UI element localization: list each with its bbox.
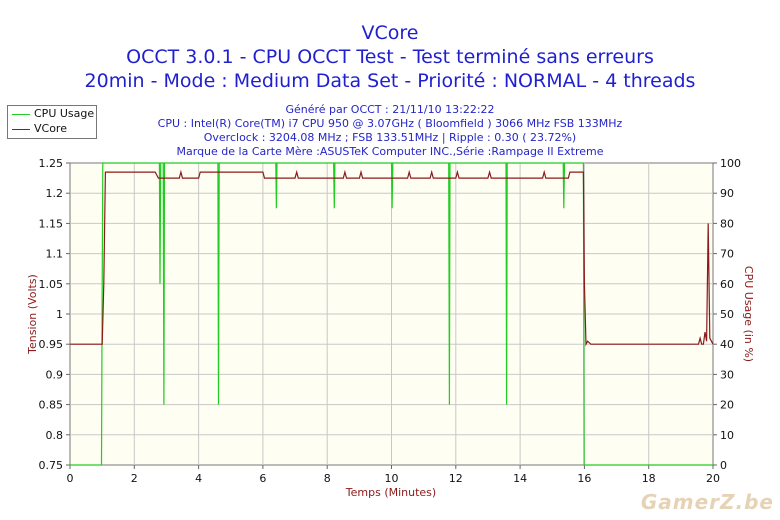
y-left-tick-label: 1 [56, 308, 63, 321]
y-axis-right-label: CPU Usage (in %) [742, 266, 755, 362]
info-overclock: Overclock : 3204.08 MHz ; FSB 133.51MHz … [203, 131, 577, 144]
y-left-tick-label: 0.8 [46, 429, 64, 442]
y-left-tick-label: 1.05 [39, 278, 64, 291]
chart-subtitle-2: 20min - Mode : Medium Data Set - Priorit… [84, 70, 696, 92]
y-axis-left-label: Tension (Volts) [26, 274, 39, 355]
series-line-vcore [70, 169, 714, 347]
x-tick-label: 10 [385, 472, 399, 485]
info-cpu: CPU : Intel(R) Core(TM) i7 CPU 950 @ 3.0… [157, 117, 623, 130]
y-right-tick-label: 70 [720, 248, 734, 261]
x-tick-label: 4 [195, 472, 202, 485]
legend-swatch-vcore [12, 129, 30, 130]
y-right-tick-label: 40 [720, 338, 734, 351]
legend-label-vcore: VCore [34, 122, 67, 135]
y-left-tick-label: 0.95 [39, 338, 64, 351]
y-left-tick-label: 0.85 [39, 399, 64, 412]
info-generated: Généré par OCCT : 21/11/10 13:22:22 [285, 103, 495, 116]
x-tick-label: 6 [259, 472, 266, 485]
y-right-tick-label: 10 [720, 429, 734, 442]
y-right-tick-label: 60 [720, 278, 734, 291]
x-tick-label: 16 [577, 472, 591, 485]
x-tick-label: 12 [449, 472, 463, 485]
y-axis-left: 0.75 0.8 0.85 0.9 0.95 1 1.05 1.1 1.15 1.2 1.25 [39, 157, 70, 472]
legend-label-cpu-usage: CPU Usage [34, 107, 95, 120]
y-right-tick-label: 0 [720, 459, 727, 472]
x-tick-label: 2 [131, 472, 138, 485]
chart-title: VCore [361, 22, 419, 44]
x-tick-label: 8 [324, 472, 331, 485]
x-axis-label: Temps (Minutes) [345, 486, 436, 499]
y-axis-right: 0 10 20 30 40 50 60 70 80 90 100 [713, 157, 741, 472]
info-motherboard: Marque de la Carte Mère :ASUSTeK Compute… [176, 145, 604, 158]
y-left-tick-label: 0.9 [46, 368, 64, 381]
x-tick-label: 14 [513, 472, 527, 485]
legend: CPU Usage VCore [7, 105, 97, 139]
y-right-tick-label: 90 [720, 187, 734, 200]
series-group [70, 162, 714, 466]
y-left-tick-label: 0.75 [39, 459, 64, 472]
x-tick-label: 18 [642, 472, 656, 485]
y-right-tick-label: 30 [720, 368, 734, 381]
chart-subtitle-1: OCCT 3.0.1 - CPU OCCT Test - Test termin… [126, 46, 654, 68]
x-axis: 0 2 4 6 8 10 12 14 16 18 20 [67, 465, 720, 485]
y-right-tick-label: 20 [720, 399, 734, 412]
y-left-tick-label: 1.1 [46, 248, 64, 261]
legend-swatch-cpu-usage [12, 114, 30, 115]
y-right-tick-label: 100 [720, 157, 741, 170]
x-tick-label: 0 [67, 472, 74, 485]
watermark-logo: GamerZ.be [640, 490, 774, 514]
x-tick-label: 20 [706, 472, 720, 485]
y-right-tick-label: 80 [720, 217, 734, 230]
y-left-tick-label: 1.15 [39, 217, 64, 230]
y-right-tick-label: 50 [720, 308, 734, 321]
series-line-cpu-usage [70, 162, 713, 466]
y-left-tick-label: 1.25 [39, 157, 64, 170]
y-left-tick-label: 1.2 [46, 187, 64, 200]
